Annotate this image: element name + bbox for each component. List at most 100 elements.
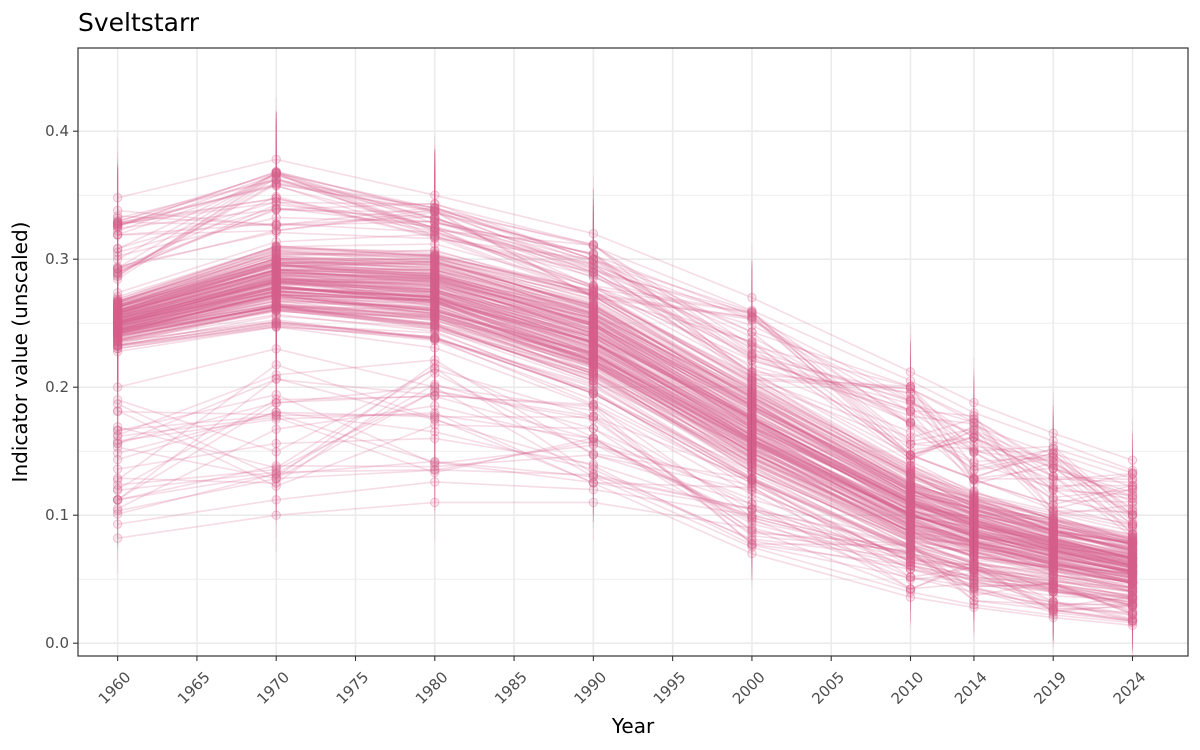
data-point [905,537,916,547]
data-point [905,376,916,386]
data-point [271,279,281,290]
data-point [430,324,440,335]
series-line [117,280,1133,567]
data-point [588,369,599,379]
data-point [271,273,281,283]
data-point [905,491,916,502]
data-point [112,325,123,336]
data-point [747,424,757,435]
data-point [588,343,599,353]
data-point [1048,564,1058,574]
data-point [430,267,440,277]
data-point [905,501,916,511]
data-point [1127,561,1138,571]
data-point [430,280,440,291]
data-point [747,445,757,455]
data-point [112,316,123,326]
data-point [969,539,979,549]
data-point [1048,527,1058,537]
data-point [1048,518,1058,528]
data-point [588,358,599,368]
data-point [271,259,281,270]
data-point [747,467,757,477]
data-point [588,332,599,342]
data-point [588,360,599,370]
data-point [905,548,916,559]
y-tick-label: 0.1 [45,506,69,524]
data-point [747,413,757,423]
data-point [1127,560,1138,570]
data-point [271,271,281,281]
data-point [747,436,757,446]
data-point [747,454,757,464]
series-line [117,321,1133,593]
data-point [588,286,599,296]
data-point [588,355,599,366]
data-point [1127,538,1138,549]
series-line [117,297,1133,581]
data-point [112,321,123,332]
data-point [271,344,281,354]
data-point [112,318,123,329]
data-point [1127,573,1138,583]
series-line [117,274,1133,559]
data-point [905,535,916,545]
data-point [905,540,916,551]
data-point [112,324,123,334]
series-line [117,304,1133,583]
data-point [1127,586,1138,597]
data-point [588,315,599,326]
data-point [905,535,916,545]
data-point [430,273,440,283]
series-line [117,246,1133,538]
data-point [905,505,916,515]
data-point [271,260,281,270]
data-point [588,337,599,348]
series-line [117,261,1133,545]
data-point [112,328,123,338]
data-point [1048,570,1058,581]
data-point [1127,550,1138,560]
data-point [588,318,599,328]
data-point [1127,559,1138,569]
data-point [588,330,599,340]
data-point [1127,562,1138,572]
x-tick-label: 2000 [729,668,769,708]
series-line [117,280,1133,566]
data-point [271,293,281,303]
x-tick-label: 1985 [491,668,531,708]
data-point [747,378,757,388]
data-point [905,503,916,513]
series-line [117,275,1133,561]
data-point [905,489,916,500]
data-point [588,318,599,329]
x-tick-label: 2019 [1030,668,1070,708]
data-point [969,526,979,536]
data-point [588,335,599,345]
data-point [747,421,757,431]
data-point [747,448,757,458]
data-point [588,319,599,329]
data-point [1048,527,1058,538]
y-tick-label: 0.2 [45,378,69,396]
data-point [112,315,123,325]
data-point [747,421,757,431]
data-point [588,295,599,305]
chart-title: Sveltstarr [78,8,200,37]
series-line [117,283,1133,573]
data-point [588,316,599,326]
data-point [969,524,979,534]
data-point [1048,534,1058,544]
data-point [588,347,599,357]
data-point [271,277,281,288]
data-point [112,307,123,317]
series-line [117,286,1133,572]
data-point [969,557,979,567]
data-point [1127,578,1138,589]
data-point [905,460,916,471]
data-point [271,302,281,313]
data-point [905,470,916,481]
data-point [1127,579,1138,589]
data-point [271,271,281,282]
series-line [117,305,1133,589]
